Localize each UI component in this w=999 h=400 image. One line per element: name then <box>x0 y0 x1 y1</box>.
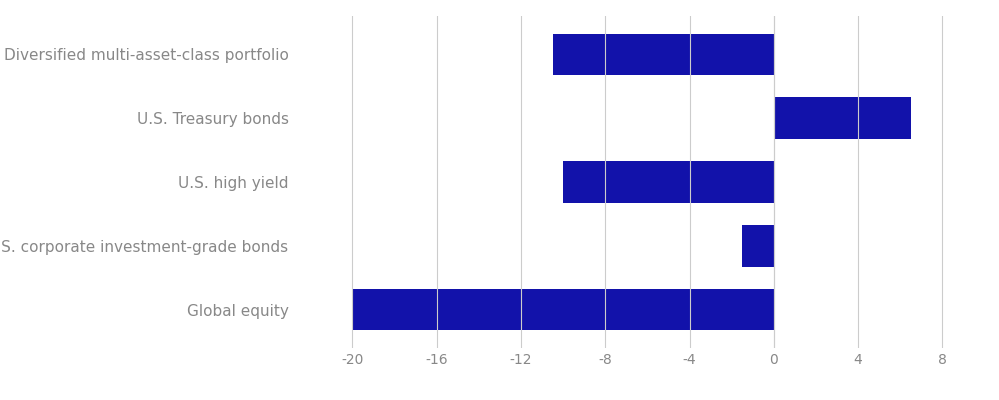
Bar <box>552 34 774 75</box>
Bar <box>353 289 774 330</box>
Bar <box>774 98 911 139</box>
Bar <box>742 225 774 266</box>
Bar <box>563 161 774 203</box>
